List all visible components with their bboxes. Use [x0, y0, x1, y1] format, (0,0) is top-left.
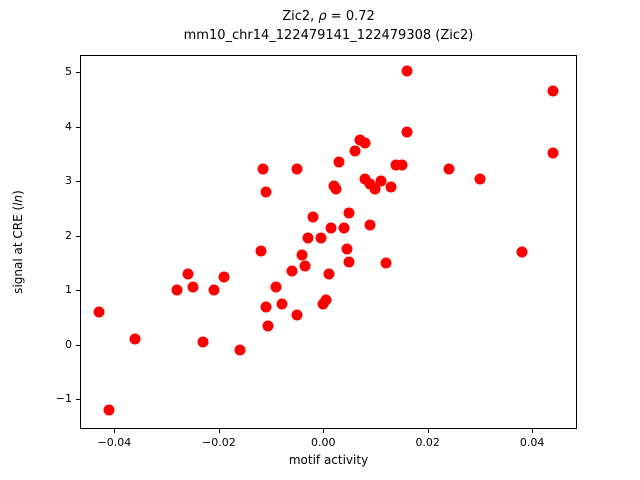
scatter-point — [291, 163, 303, 175]
scatter-point — [182, 268, 194, 280]
x-tick-label: −0.02 — [202, 436, 236, 449]
scatter-point — [369, 183, 381, 195]
scatter-point — [547, 85, 559, 97]
scatter-point — [296, 249, 308, 261]
y-axis-label-prefix: signal at CRE ( — [11, 205, 25, 294]
x-tick-label: 0.00 — [311, 436, 336, 449]
chart-title: Zic2, ρ = 0.72 mm10_chr14_122479141_1224… — [80, 7, 577, 45]
scatter-point — [234, 344, 246, 356]
y-tick-label: 0 — [65, 337, 72, 351]
title-suffix: = 0.72 — [326, 9, 375, 24]
scatter-point — [93, 306, 105, 318]
plot-area — [80, 55, 577, 429]
y-tick-label: 5 — [65, 65, 72, 79]
scatter-point — [359, 173, 371, 185]
x-tick-mark — [532, 429, 534, 433]
scatter-point — [333, 156, 345, 168]
scatter-point — [547, 147, 559, 159]
scatter-point — [187, 281, 199, 293]
scatter-point — [276, 298, 287, 310]
scatter-point — [330, 183, 342, 195]
scatter-point — [443, 163, 455, 175]
scatter-point — [129, 333, 141, 345]
y-tick-mark — [76, 72, 80, 74]
y-tick-label: −1 — [55, 392, 72, 406]
scatter-point — [218, 271, 230, 283]
scatter-point — [260, 186, 272, 198]
y-axis-label-italic: ln — [11, 194, 25, 206]
x-tick-label: −0.04 — [97, 436, 132, 449]
scatter-point — [299, 260, 311, 272]
scatter-point — [380, 257, 392, 269]
x-tick-mark — [114, 429, 116, 433]
y-tick-mark — [76, 399, 80, 401]
scatter-point — [323, 268, 334, 280]
x-tick-mark — [323, 429, 325, 433]
scatter-point — [359, 137, 371, 149]
scatter-point — [270, 281, 282, 293]
scatter-point — [320, 294, 332, 306]
scatter-point — [257, 163, 269, 175]
scatter-point — [401, 65, 413, 77]
scatter-point — [516, 246, 528, 258]
scatter-point — [208, 284, 220, 296]
scatter-point — [341, 243, 353, 255]
y-axis-label: signal at CRE (ln) — [11, 162, 25, 322]
scatter-point — [375, 175, 387, 187]
scatter-point — [286, 265, 298, 277]
y-tick-mark — [76, 126, 80, 128]
scatter-point — [343, 256, 355, 268]
scatter-point — [474, 173, 486, 185]
scatter-point — [291, 309, 303, 321]
scatter-point — [315, 232, 327, 244]
scatter-point — [338, 222, 350, 234]
scatter-point — [171, 284, 183, 296]
scatter-point — [307, 211, 319, 223]
scatter-point — [255, 245, 267, 257]
y-tick-label: 4 — [65, 119, 72, 133]
scatter-point — [343, 207, 355, 219]
title-prefix: Zic2, — [282, 9, 319, 24]
chart-subtitle: mm10_chr14_122479141_122479308 (Zic2) — [183, 28, 474, 43]
y-tick-mark — [76, 235, 80, 237]
y-tick-mark — [76, 344, 80, 346]
scatter-point — [197, 336, 209, 348]
x-tick-mark — [427, 429, 429, 433]
scatter-point — [325, 222, 337, 234]
scatter-point — [401, 126, 413, 138]
y-axis-label-suffix: ) — [11, 190, 25, 195]
y-tick-mark — [76, 181, 80, 183]
scatter-point — [260, 301, 272, 312]
chart-title-line1: Zic2, ρ = 0.72 — [80, 7, 577, 26]
x-tick-mark — [218, 429, 220, 433]
scatter-point — [364, 178, 376, 190]
y-tick-mark — [76, 290, 80, 292]
y-tick-label: 1 — [65, 283, 72, 297]
title-rho-symbol: ρ — [318, 9, 327, 24]
scatter-point — [364, 219, 376, 231]
x-axis-label: motif activity — [288, 453, 369, 467]
scatter-point — [262, 320, 274, 332]
scatter-point — [349, 145, 361, 157]
scatter-point — [103, 404, 115, 416]
y-tick-label: 3 — [65, 174, 72, 188]
scatter-point — [385, 181, 397, 193]
scatter-point — [396, 159, 408, 171]
scatter-point — [302, 232, 314, 244]
x-tick-label: 0.02 — [415, 436, 440, 449]
y-tick-label: 2 — [65, 228, 72, 242]
x-tick-label: 0.04 — [519, 436, 545, 449]
